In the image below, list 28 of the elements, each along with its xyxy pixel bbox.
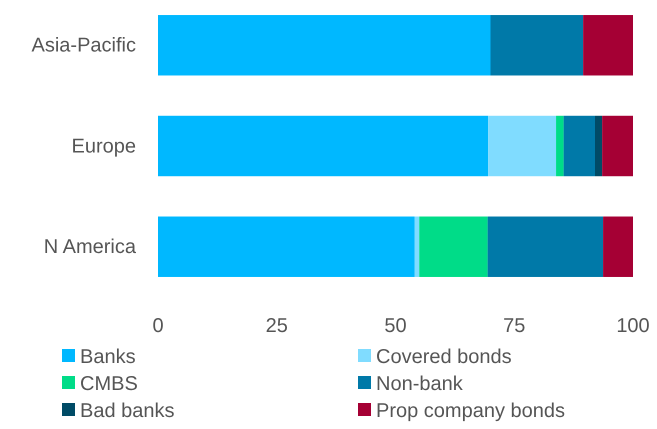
bar — [602, 116, 633, 176]
bar — [564, 116, 595, 176]
bar — [419, 216, 488, 277]
bar — [488, 116, 556, 176]
legend-label: Bad banks — [80, 400, 175, 422]
legend-label: Prop company bonds — [376, 400, 566, 422]
x-tick-label: 100 — [616, 315, 650, 338]
x-tick-label: 75 — [503, 315, 526, 338]
bar — [158, 216, 414, 277]
x-tick-label: 0 — [152, 315, 164, 338]
bar — [158, 116, 488, 176]
legend-label: CMBS — [80, 373, 138, 395]
y-tick-label: N America — [44, 236, 137, 258]
bar — [583, 15, 633, 76]
bar — [595, 116, 602, 176]
bar — [488, 216, 604, 277]
legend-label: Covered bonds — [376, 346, 512, 368]
legend-label: Banks — [80, 346, 136, 368]
y-tick-label: Europe — [72, 135, 136, 158]
bar — [490, 15, 584, 76]
bar — [158, 15, 490, 76]
bar — [556, 116, 564, 176]
legend-label: Non-bank — [376, 373, 464, 395]
x-tick-label: 50 — [384, 315, 407, 338]
y-tick-label: Asia-Pacific — [32, 34, 136, 57]
bar — [414, 216, 420, 277]
bar — [603, 216, 633, 277]
x-tick-label: 25 — [266, 315, 288, 338]
